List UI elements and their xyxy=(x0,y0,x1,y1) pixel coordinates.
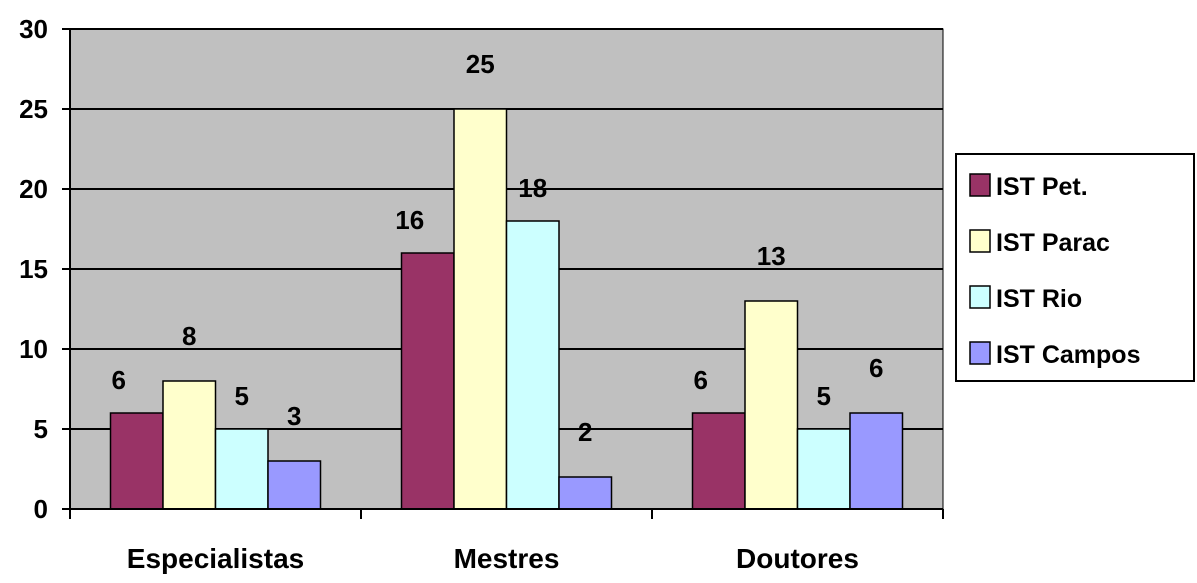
data-label: 2 xyxy=(578,417,592,447)
data-label: 6 xyxy=(869,353,883,383)
data-label: 13 xyxy=(757,241,786,271)
legend-label: IST Pet. xyxy=(996,173,1088,201)
legend-label: IST Rio xyxy=(996,285,1082,313)
bar xyxy=(849,412,904,510)
data-label: 3 xyxy=(287,401,301,431)
legend-swatch xyxy=(969,285,991,309)
legend: IST Pet. IST Parac IST Rio IST Campos xyxy=(955,153,1195,382)
y-tick-label: 0 xyxy=(34,494,48,524)
bars xyxy=(109,108,904,510)
legend-swatch xyxy=(969,229,991,253)
data-label: 5 xyxy=(235,381,249,411)
x-category-labels: Especialistas Mestres Doutores xyxy=(127,543,859,574)
axes xyxy=(62,28,944,519)
data-label: 8 xyxy=(182,321,196,351)
y-tick-label: 5 xyxy=(34,414,48,444)
data-label: 18 xyxy=(518,173,547,203)
x-category-label: Doutores xyxy=(736,543,859,574)
legend-box xyxy=(955,153,1195,382)
bar xyxy=(453,108,508,510)
data-label: 6 xyxy=(112,365,126,395)
y-tick-label: 10 xyxy=(19,334,48,364)
bar xyxy=(505,220,560,510)
legend-label: IST Campos xyxy=(996,341,1140,369)
bar xyxy=(691,412,746,510)
bar xyxy=(744,300,799,510)
x-category-label: Especialistas xyxy=(127,543,304,574)
legend-swatch xyxy=(969,341,991,365)
legend-swatch xyxy=(969,173,991,197)
data-label: 16 xyxy=(395,205,424,235)
bar xyxy=(214,428,269,510)
data-labels: 6 16 6 8 25 13 5 18 5 3 2 6 xyxy=(112,49,884,447)
y-tick-label: 30 xyxy=(19,14,48,44)
y-tick-label: 25 xyxy=(19,94,48,124)
bar xyxy=(558,476,613,510)
bar xyxy=(109,412,164,510)
data-label: 25 xyxy=(466,49,495,79)
y-tick-labels: 0 5 10 15 20 25 30 xyxy=(19,14,48,524)
bar xyxy=(796,428,851,510)
x-category-label: Mestres xyxy=(454,543,560,574)
y-tick-label: 15 xyxy=(19,254,48,284)
legend-label: IST Parac xyxy=(996,229,1110,257)
bar xyxy=(400,252,455,510)
data-label: 5 xyxy=(817,381,831,411)
bar xyxy=(162,380,217,510)
y-tick-label: 20 xyxy=(19,174,48,204)
data-label: 6 xyxy=(694,365,708,395)
bar xyxy=(267,460,322,510)
